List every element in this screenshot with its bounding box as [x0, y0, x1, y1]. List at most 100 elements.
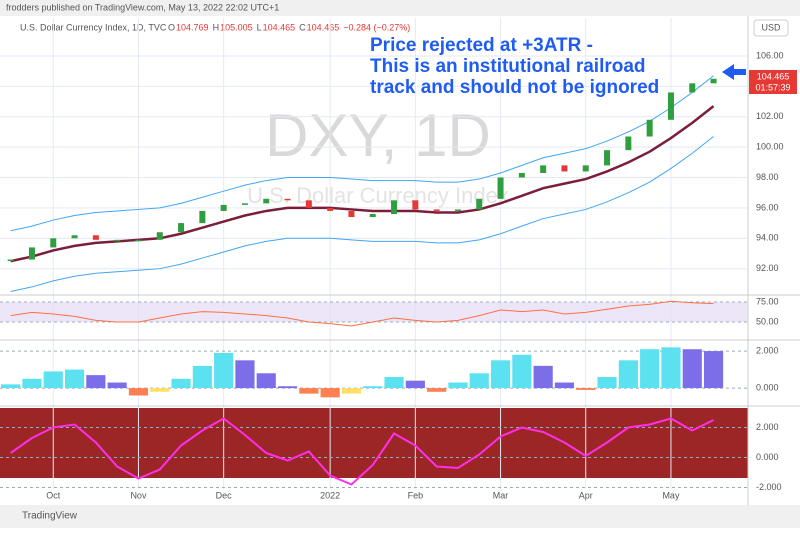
candle [263, 198, 270, 204]
annotation-arrow [722, 64, 746, 80]
bar [363, 386, 383, 389]
legend-symbol: U.S. Dollar Currency Index, 1D, TVC [20, 22, 167, 32]
bar [277, 386, 298, 389]
candle [391, 200, 398, 214]
band-fill [0, 302, 748, 322]
x-tick-label: Dec [216, 490, 233, 500]
candle [199, 210, 206, 224]
y-tick-label: 75.00 [756, 296, 779, 306]
bar [640, 349, 660, 389]
y-tick-label: 92.00 [756, 263, 779, 273]
bar [235, 360, 255, 389]
price-tag-countdown: 01:57:39 [755, 82, 790, 92]
candle [667, 92, 674, 120]
ohlc-key: O [168, 22, 175, 32]
candle [28, 247, 35, 260]
x-tick-label: Nov [130, 490, 147, 500]
candle [582, 165, 589, 172]
bar [384, 376, 404, 389]
bar [405, 380, 425, 389]
ohlc-value: 104.769 [176, 22, 209, 32]
bar [490, 360, 511, 389]
series-line [10, 136, 714, 292]
bar [618, 360, 638, 389]
candle [135, 239, 142, 242]
x-tick-label: Oct [46, 490, 61, 500]
bar [533, 365, 553, 389]
bar [703, 351, 724, 389]
series-line [10, 75, 714, 232]
bar [448, 382, 468, 389]
candle [646, 119, 653, 137]
candle [433, 209, 440, 211]
bar [256, 373, 276, 389]
candle [327, 207, 334, 211]
bar [107, 382, 127, 389]
watermark: DXY, 1D [265, 102, 491, 169]
bar [150, 388, 170, 392]
y-tick-label: 102.00 [756, 111, 784, 121]
price-tag-box [749, 70, 797, 94]
bar [341, 388, 362, 394]
ohlc-key: L [257, 22, 262, 32]
bar [682, 349, 702, 389]
candle [625, 136, 632, 151]
currency: USD [761, 22, 781, 32]
ohlc-change: −0.284 (−0.27%) [343, 22, 410, 32]
candle [604, 150, 611, 166]
y-tick-label: 0.000 [756, 452, 779, 462]
candle [369, 213, 376, 218]
candle [689, 83, 696, 93]
bar [299, 388, 319, 394]
candle [540, 165, 547, 173]
bar [128, 388, 149, 396]
series-line [10, 417, 714, 486]
publisher: frodders published on TradingView.com, M… [6, 2, 279, 12]
y-tick-label: 50.00 [756, 316, 779, 326]
candle [92, 235, 99, 240]
annotation-line: This is an institutional railroad [370, 56, 646, 77]
candle [178, 223, 185, 233]
ohlc-value: 104.465 [307, 22, 340, 32]
bar [1, 384, 21, 389]
bar [469, 373, 489, 389]
y-tick-label: 2.000 [756, 422, 779, 432]
x-tick-label: Mar [493, 490, 509, 500]
bar [43, 371, 63, 389]
candle [412, 200, 419, 210]
annotation-line: track and should not be ignored [370, 77, 659, 98]
candle [454, 209, 461, 211]
footer-brand: TradingView [22, 511, 78, 522]
candle [156, 232, 163, 240]
candle [518, 172, 525, 178]
bar [22, 378, 42, 389]
candle [241, 203, 248, 205]
y-tick-label: 0.000 [756, 382, 779, 392]
y-tick-label: 106.00 [756, 50, 784, 60]
annotation-line: Price rejected at +3ATR - [370, 35, 593, 56]
bar [554, 382, 575, 389]
candle [114, 239, 121, 242]
ohlc-key: C [299, 22, 306, 32]
watermark-subtitle: U.S. Dollar Currency Index [247, 183, 509, 208]
y-tick-label: 98.00 [756, 172, 779, 182]
bar [597, 376, 617, 389]
y-tick-label: 2.000 [756, 345, 779, 355]
bar [576, 388, 596, 390]
candle [476, 198, 483, 210]
bar [171, 378, 191, 389]
bar [192, 365, 212, 389]
candle [71, 235, 78, 239]
bar [214, 352, 234, 389]
y-tick-label: -2.000 [756, 482, 782, 492]
candle [348, 210, 355, 218]
candle [7, 259, 14, 262]
signal-background [0, 408, 748, 478]
bar [427, 388, 447, 392]
ohlc-value: 104.465 [263, 22, 296, 32]
bar [512, 354, 532, 389]
candle [710, 78, 717, 84]
bar [86, 375, 106, 389]
price-tag-price: 104.465 [757, 71, 790, 81]
